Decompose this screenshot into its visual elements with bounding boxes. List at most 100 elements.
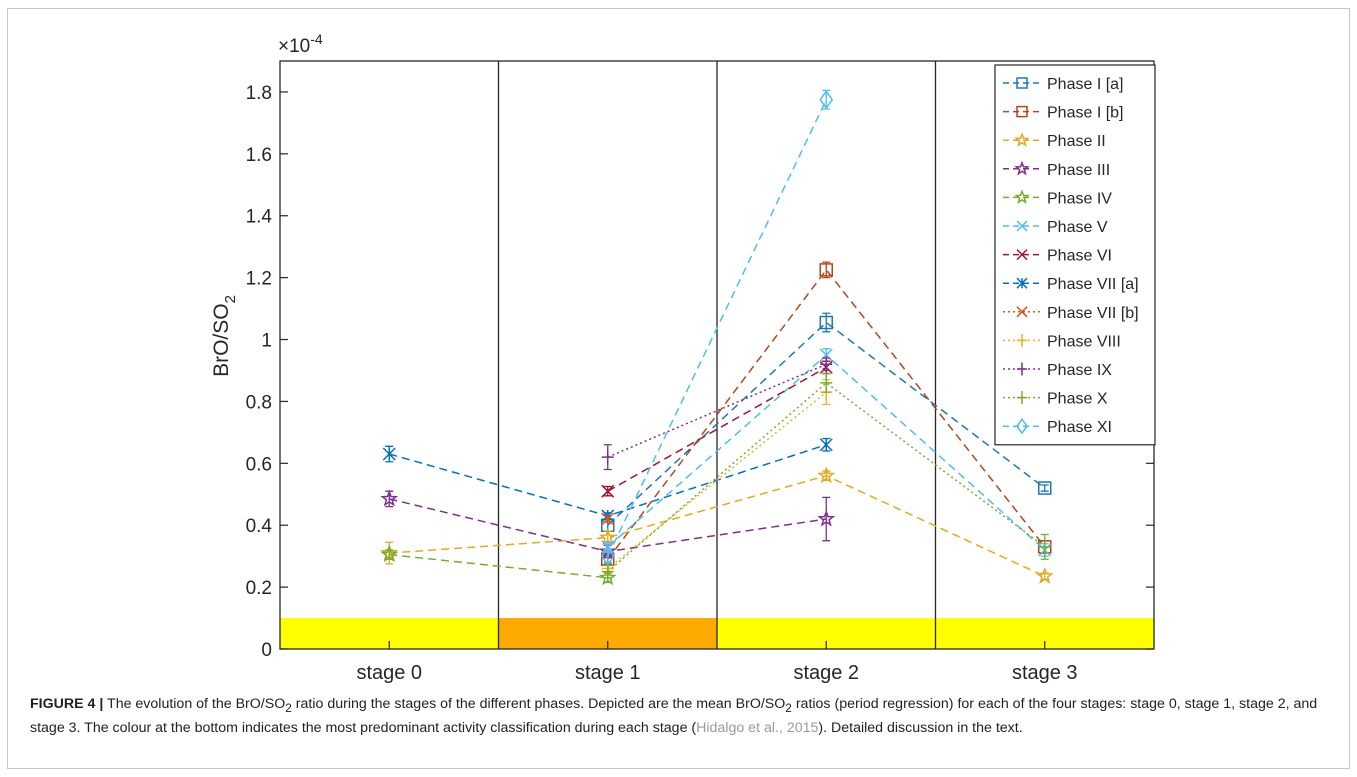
series-line	[607, 366, 827, 492]
legend-label: Phase VII [b]	[1047, 305, 1139, 322]
legend-label: Phase VII [a]	[1047, 276, 1139, 293]
x-marker	[1016, 220, 1028, 232]
error-bar	[603, 549, 612, 563]
legend-entry: Phase II	[1003, 132, 1106, 150]
star-marker	[817, 466, 836, 484]
series-line	[607, 99, 827, 557]
plus-marker	[820, 375, 833, 391]
legend-entry: Phase V	[1003, 219, 1108, 236]
legend-label: Phase I [b]	[1047, 105, 1124, 122]
legend-entry: Phase VII [b]	[1003, 305, 1139, 322]
caption-text: ratio during the stages of the different…	[291, 696, 786, 712]
axes: ×10-4 BrO/SO2 0 0.2 0.4 0.6 0.8 1 1.2 1.4 1.6 1.8…	[210, 31, 1155, 684]
legend-entry: Phase IX	[1003, 362, 1112, 379]
x-tick-label: stage 0	[356, 662, 422, 684]
star-marker	[1035, 566, 1054, 584]
legend-label: Phase II	[1047, 133, 1106, 150]
series-line	[389, 553, 608, 579]
caption-citation-link[interactable]: Hidalgo et al., 2015	[696, 719, 819, 736]
plus-marker	[1017, 333, 1027, 347]
plus-marker	[1038, 539, 1051, 555]
legend: Phase I [a] Phase I [b] Phase II Phase III P…	[994, 64, 1156, 446]
square-marker	[1016, 77, 1028, 89]
plus-marker	[820, 356, 833, 373]
series-line	[607, 391, 827, 570]
star-marker	[817, 509, 836, 527]
square-marker	[819, 315, 833, 330]
caption-text: ratios (period regression) for each of t…	[30, 696, 1318, 736]
star-marker	[598, 568, 617, 586]
y-tick-label: 0.8	[246, 392, 272, 413]
figure-caption: FIGURE 4 | The evolution of the BrO/SO2 …	[30, 694, 1348, 738]
figure-frame: ×10-4 BrO/SO2 0 0.2 0.4 0.6 0.8 1 1.2 1.4 1.6 1.8…	[7, 8, 1350, 769]
x-marker	[601, 512, 615, 526]
plus-marker	[1017, 362, 1027, 376]
exponent-label: ×10-4	[278, 31, 323, 57]
asterisk-marker	[1016, 277, 1028, 289]
y-tick-label: 1	[261, 331, 272, 352]
caption-text: ). Detailed discussion in the text.	[818, 719, 1023, 736]
y-tick-label: 1.2	[246, 269, 272, 290]
star-marker	[1014, 160, 1030, 176]
x-tick-label: stage 1	[575, 662, 641, 684]
caption-subscript: 2	[785, 700, 792, 715]
series-lines	[380, 89, 1054, 586]
y-tick-label: 1.8	[246, 83, 272, 104]
legend-label: Phase XI	[1047, 419, 1112, 436]
legend-entry: Phase I [a]	[1003, 76, 1124, 93]
stage-bands	[280, 618, 1154, 649]
chart: ×10-4 BrO/SO2 0 0.2 0.4 0.6 0.8 1 1.2 1.4 1.6 1.8…	[210, 31, 1156, 684]
legend-label: Phase I [a]	[1047, 76, 1124, 93]
diamond-marker	[600, 546, 615, 566]
y-tick-label: 1.4	[246, 207, 273, 228]
y-tick-label: 0	[261, 640, 272, 661]
legend-label: Phase IX	[1047, 362, 1112, 379]
x-tick-label: stage 2	[793, 662, 859, 684]
caption-text: The evolution of the BrO/SO	[103, 696, 286, 712]
legend-entry: Phase I [b]	[1003, 105, 1124, 122]
x-marker	[1016, 306, 1028, 318]
x-marker	[819, 348, 833, 362]
series-line	[389, 474, 1046, 577]
square-marker	[1016, 105, 1028, 118]
legend-entry: Phase X	[1003, 391, 1108, 408]
diamond-marker	[819, 89, 834, 110]
caption-subscript: 2	[285, 700, 292, 715]
x-marker	[601, 484, 615, 498]
error-bar	[822, 261, 831, 279]
y-tick-label: 0.6	[246, 454, 272, 475]
star-marker	[1014, 132, 1030, 147]
diamond-marker	[1016, 417, 1028, 435]
legend-label: Phase IV	[1047, 190, 1112, 207]
plus-marker	[1017, 391, 1027, 405]
legend-entry: Phase VI	[1003, 248, 1112, 265]
x-marker	[1016, 249, 1028, 261]
legend-entry: Phase III	[1003, 160, 1110, 179]
star-marker	[380, 545, 399, 563]
asterisk-marker	[382, 447, 396, 461]
legend-label: Phase V	[1047, 219, 1108, 236]
legend-label: Phase X	[1047, 391, 1108, 408]
x-tick-label: stage 3	[1012, 662, 1078, 684]
series-phase-xi	[600, 89, 834, 566]
legend-entry: Phase VII [a]	[1003, 276, 1139, 293]
y-tick-label: 1.6	[246, 145, 272, 166]
legend-entry: Phase VIII	[1003, 333, 1121, 350]
series-line	[607, 381, 1046, 573]
legend-entry: Phase XI	[1003, 417, 1112, 436]
legend-label: Phase VIII	[1047, 333, 1121, 350]
error-bar	[822, 496, 831, 542]
star-marker	[1014, 189, 1030, 205]
square-marker	[819, 263, 833, 277]
caption-label: FIGURE 4 |	[30, 696, 104, 712]
series-line	[607, 268, 1046, 560]
series-phase-vii-b-	[601, 512, 615, 526]
square-marker	[1038, 481, 1052, 495]
y-tick-label: 0.4	[246, 516, 273, 537]
legend-entry: Phase IV	[1003, 189, 1112, 207]
stage-dividers	[497, 61, 937, 649]
plus-marker	[601, 449, 614, 465]
legend-label: Phase III	[1047, 162, 1110, 179]
series-phase-ix	[601, 356, 833, 471]
legend-label: Phase VI	[1047, 248, 1112, 265]
